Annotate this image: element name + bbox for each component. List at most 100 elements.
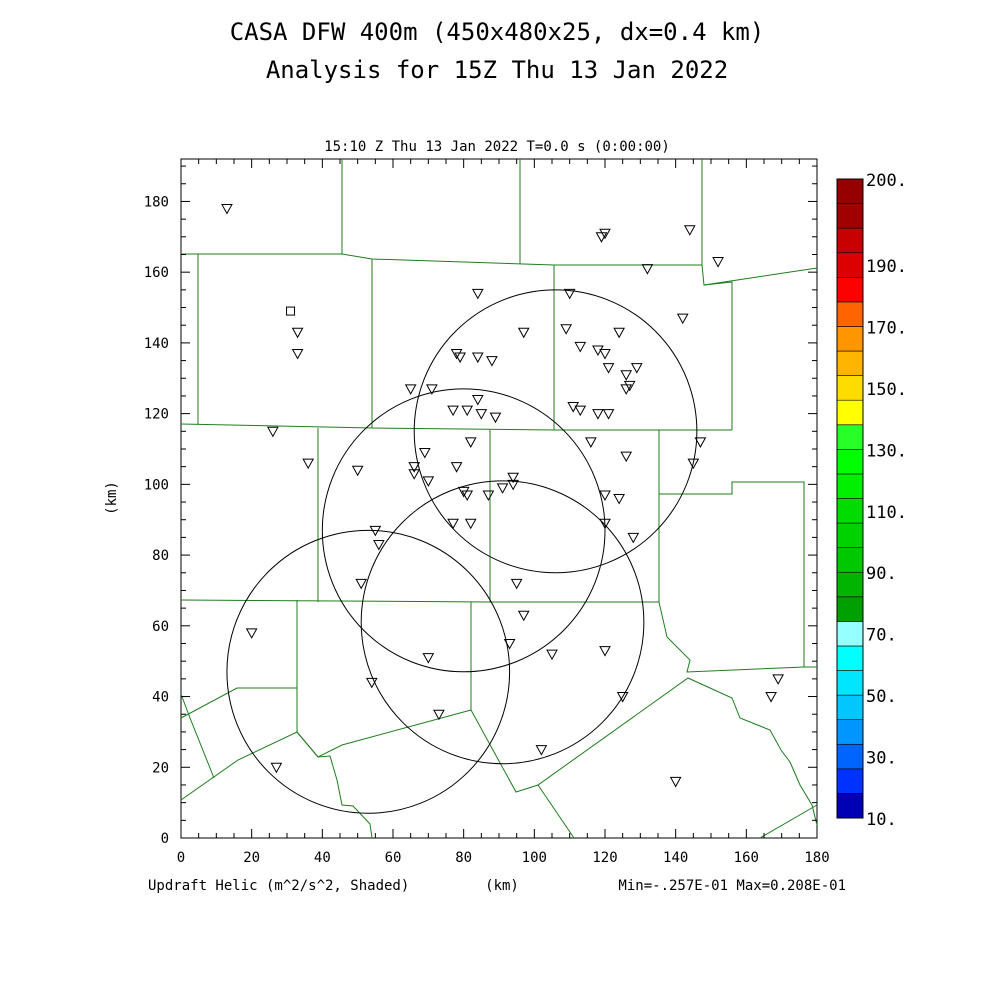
radar-ring-1 <box>413 289 698 574</box>
colorbar-label: 10. <box>866 810 897 830</box>
station-marker <box>599 646 611 657</box>
station-marker <box>450 349 463 360</box>
station-marker <box>471 352 484 364</box>
station-marker <box>245 628 258 639</box>
station-marker <box>772 674 784 685</box>
field-label: Updraft Helic (m^2/s^2, Shaded) <box>148 878 409 894</box>
y-tick-label: 140 <box>144 336 169 352</box>
station-marker <box>486 356 498 367</box>
station-marker <box>546 649 558 661</box>
station-marker <box>683 225 696 236</box>
colorbar-swatch <box>836 694 864 720</box>
colorbar-label: 30. <box>866 749 897 769</box>
station-marker <box>461 490 474 501</box>
y-tick-label: 20 <box>152 760 169 776</box>
x-tick-label: 180 <box>804 850 829 866</box>
colorbar-label: 110. <box>866 503 907 523</box>
x-tick-label: 20 <box>243 850 260 866</box>
station-marker <box>464 518 477 530</box>
colorbar-swatch <box>836 743 864 770</box>
station-marker <box>507 479 519 491</box>
station-marker <box>510 578 523 590</box>
station-marker <box>616 692 629 703</box>
colorbar-swatch <box>836 178 864 204</box>
station-marker <box>613 494 625 505</box>
colorbar-swatch <box>836 375 864 401</box>
station-marker <box>351 465 364 477</box>
station-marker <box>291 327 304 339</box>
y-tick-label: 0 <box>161 831 169 847</box>
station-marker <box>599 490 611 501</box>
station-marker <box>560 324 572 335</box>
station-marker <box>517 610 530 622</box>
x-tick-label: 60 <box>385 850 402 866</box>
station-marker <box>464 437 477 448</box>
station-marker <box>602 363 615 374</box>
min-max-label: Min=-.257E-01 Max=0.208E-01 <box>618 878 846 894</box>
y-tick-label: 80 <box>152 548 169 564</box>
station-marker <box>669 776 682 788</box>
station-marker <box>602 409 615 420</box>
colorbar-label: 200. <box>866 171 907 191</box>
time-label: 15:10 Z Thu 13 Jan 2022 T=0.0 s (0:00:00… <box>324 139 670 155</box>
station-marker <box>450 462 463 473</box>
colorbar-swatch <box>836 670 864 696</box>
station-marker <box>627 532 640 544</box>
station-marker <box>454 352 466 364</box>
axes: 0 20 40 60 80 100 120 140 160 180 0 20 40 60 80 100 120 1… <box>144 159 830 866</box>
station-marker <box>687 458 700 470</box>
y-tick-label: 60 <box>152 619 169 635</box>
colorbar-swatch <box>836 424 864 450</box>
y-tick-label: 40 <box>152 690 169 706</box>
colorbar-swatch <box>836 227 864 254</box>
colorbar-swatch <box>836 350 864 376</box>
station-marker <box>620 370 633 381</box>
colorbar-swatch <box>836 719 864 745</box>
colorbar-swatch <box>836 547 864 573</box>
colorbar-label: 170. <box>866 318 907 338</box>
y-tick-label: 120 <box>144 407 169 423</box>
colorbar-swatch <box>836 645 864 671</box>
radar-ring-4 <box>226 529 511 814</box>
colorbar-swatch <box>836 449 864 475</box>
radar-ring-2 <box>321 388 606 673</box>
x-tick-label: 100 <box>522 850 547 866</box>
station-marker <box>535 745 548 756</box>
county-boundaries <box>180 159 818 839</box>
colorbar-label: 50. <box>866 687 897 707</box>
title-line-1: CASA DFW 400m (450x480x25, dx=0.4 km) <box>230 18 765 46</box>
x-tick-label: 140 <box>663 850 688 866</box>
colorbar-swatch <box>836 596 864 622</box>
colorbar-swatch <box>836 301 864 327</box>
colorbar-label: 150. <box>866 380 907 400</box>
station-marker <box>620 384 633 395</box>
station-marker <box>599 518 611 530</box>
y-axis-unit: (km) <box>104 481 120 515</box>
station-marker <box>613 327 625 339</box>
station-marker <box>461 405 474 417</box>
station-marker <box>712 257 724 268</box>
y-tick-label: 100 <box>144 477 169 493</box>
radar-ring-3 <box>360 480 645 765</box>
colorbar-swatch <box>836 326 864 352</box>
colorbar-label: 190. <box>866 257 907 277</box>
station-marker <box>630 363 643 374</box>
x-tick-label: 80 <box>455 850 472 866</box>
colorbar-swatch <box>836 793 864 819</box>
station-marker <box>585 437 597 448</box>
radar-range-rings <box>226 289 698 814</box>
station-marker <box>676 313 689 325</box>
station-marker <box>447 405 459 417</box>
x-tick-label: 40 <box>314 850 331 866</box>
station-marker <box>694 437 707 448</box>
station-marker <box>447 518 459 530</box>
station-marker <box>355 578 368 590</box>
station-marker <box>574 341 587 353</box>
colorbar-swatch <box>836 498 864 524</box>
station-marker <box>482 490 495 501</box>
station-marker <box>496 483 509 494</box>
colorbar-swatch <box>836 252 864 278</box>
x-axis-unit: (km) <box>485 878 519 894</box>
colorbar-label: 130. <box>866 441 907 461</box>
